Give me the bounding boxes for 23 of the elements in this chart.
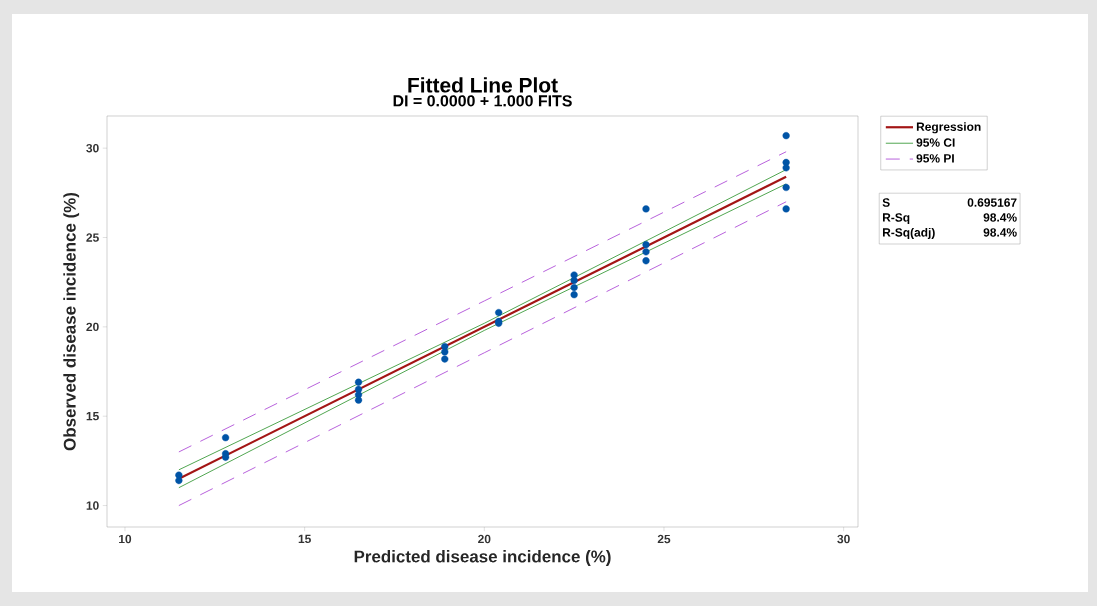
y-tick-label: 25 (86, 233, 99, 242)
y-tick-label: 15 (86, 412, 99, 421)
text: 98.4% (983, 213, 1017, 222)
x-tick-label: 15 (298, 534, 311, 544)
y-tick-label: 10 (86, 501, 99, 510)
text: R-Sq (883, 213, 910, 225)
chart-title: Fitted Line Plot (408, 77, 558, 93)
x-tick-label: 25 (657, 534, 671, 544)
x-tick-label: 30 (837, 534, 850, 544)
legend-label: Regression (916, 122, 981, 134)
y-tick-label: 30 (86, 143, 99, 153)
text: 0.695167 (967, 198, 1017, 207)
y-axis-title: Observed disease incidence (%) (63, 192, 80, 451)
y-tick-label: 20 (86, 322, 99, 332)
text: R-Sq(adj) (883, 227, 935, 240)
legend-label: 95% PI (916, 154, 954, 163)
chart-subtitle: DI = 0.0000 + 1.000 FITS (393, 95, 572, 107)
x-axis-title: Predicted disease incidence (%) (354, 550, 611, 566)
text: S (882, 198, 890, 207)
legend-label: 95% CI (916, 138, 955, 147)
text: 98.4% (983, 228, 1017, 237)
x-tick-label: 10 (119, 534, 132, 544)
x-tick-label: 20 (478, 534, 491, 544)
